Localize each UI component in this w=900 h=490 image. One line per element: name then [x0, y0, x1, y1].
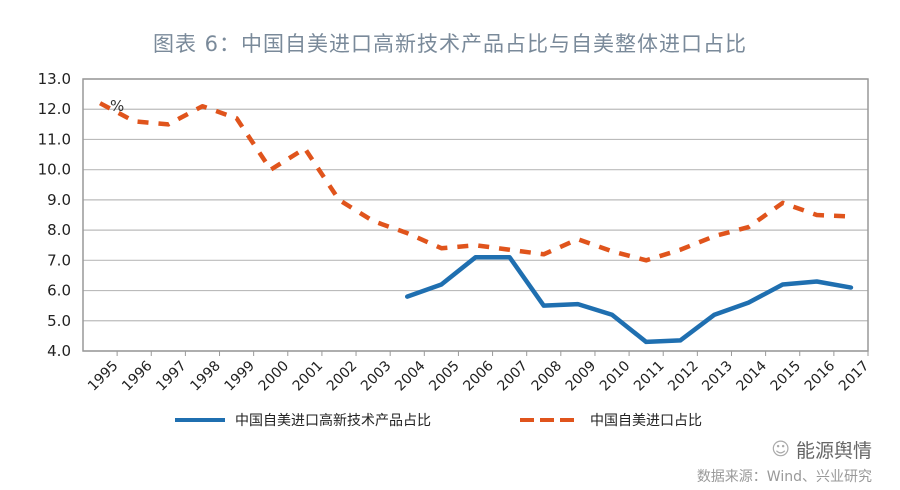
- x-tick-label: 2017: [836, 358, 873, 395]
- x-tick-label: 2012: [665, 358, 702, 395]
- brand-name: 能源舆情: [795, 440, 872, 462]
- wechat-icon: ☺: [771, 439, 790, 460]
- x-tick-label: 2009: [563, 358, 600, 395]
- x-tick-label: 2004: [392, 358, 429, 395]
- y-tick-label: 9.0: [47, 191, 71, 209]
- x-tick-label: 2015: [768, 358, 805, 395]
- x-tick-label: 2005: [426, 358, 463, 395]
- y-tick-label: 11.0: [38, 130, 71, 148]
- x-tick-label: 2001: [290, 358, 327, 395]
- x-tick-label: 2011: [631, 358, 668, 395]
- y-tick-label: 13.0: [38, 70, 71, 88]
- legend-item-high-tech: 中国自美进口高新技术产品占比: [175, 410, 431, 430]
- y-tick-label: 5.0: [47, 312, 71, 330]
- y-tick-label: 4.0: [47, 342, 71, 360]
- legend-label: 中国自美进口占比: [590, 413, 702, 429]
- unit-label: %: [110, 97, 124, 115]
- x-tick-label: 2006: [460, 358, 497, 395]
- series-line-0: [404, 255, 854, 345]
- data-source: 数据来源：Wind、兴业研究: [696, 469, 872, 485]
- y-tick-label: 8.0: [47, 221, 71, 239]
- x-tick-label: 1996: [119, 358, 156, 395]
- legend-item-total: 中国自美进口占比: [520, 410, 702, 430]
- y-tick-label: 12.0: [38, 100, 71, 118]
- series-line-1: [99, 101, 852, 263]
- x-tick-label: 2014: [733, 358, 770, 395]
- x-tick-label: 1997: [153, 358, 190, 395]
- legend-swatch-dashed: [520, 418, 580, 422]
- x-tick-label: 2000: [256, 358, 293, 395]
- x-tick-label: 2010: [597, 358, 634, 395]
- legend-swatch-solid: [175, 418, 225, 422]
- brand-watermark: ☺ 能源舆情: [771, 436, 872, 463]
- x-tick-label: 2016: [802, 358, 839, 395]
- legend-label: 中国自美进口高新技术产品占比: [235, 413, 431, 429]
- y-tick-label: 10.0: [38, 161, 71, 179]
- x-tick-label: 1999: [222, 358, 259, 395]
- x-tick-label: 1995: [85, 358, 122, 395]
- x-tick-label: 2008: [529, 358, 566, 395]
- x-tick-label: 2013: [699, 358, 736, 395]
- y-tick-label: 6.0: [47, 282, 71, 300]
- x-tick-label: 1998: [187, 358, 224, 395]
- chart-title: 图表 6：中国自美进口高新技术产品占比与自美整体进口占比: [152, 32, 748, 56]
- x-tick-label: 2007: [495, 358, 532, 395]
- x-tick-label: 2003: [358, 358, 395, 395]
- y-tick-label: 7.0: [47, 251, 71, 269]
- plot-border: [82, 78, 869, 352]
- x-tick-label: 2002: [324, 358, 361, 395]
